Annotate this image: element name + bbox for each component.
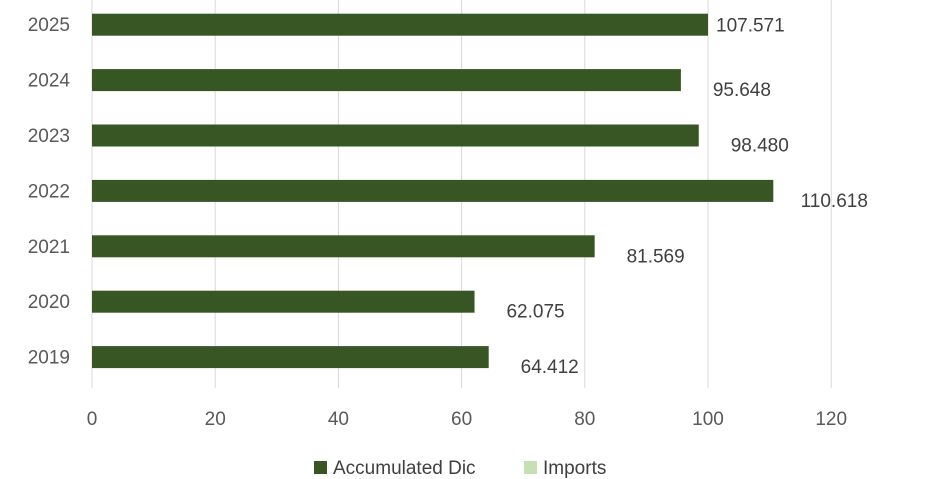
x-tick-label: 80 bbox=[574, 409, 595, 430]
category-labels: 2025 2024 2023 2022 2021 2020 2019 bbox=[28, 15, 71, 368]
data-label: 81.569 bbox=[627, 246, 685, 267]
x-tick-label: 60 bbox=[451, 409, 472, 430]
x-tick-label: 40 bbox=[328, 409, 349, 430]
category-label: 2022 bbox=[28, 181, 70, 202]
category-label: 2023 bbox=[28, 126, 70, 147]
legend-swatch bbox=[524, 461, 537, 474]
x-tick-label: 100 bbox=[692, 409, 724, 430]
data-labels: 107.571 95.648 98.480 110.618 81.569 62.075 64… bbox=[506, 16, 867, 378]
data-label: 95.648 bbox=[713, 80, 771, 101]
x-tick-label: 0 bbox=[87, 409, 98, 430]
value-axis-labels: 0 20 40 60 80 100 120 bbox=[87, 409, 847, 430]
legend: Accumulated Dic Imports bbox=[314, 458, 606, 479]
bar bbox=[92, 290, 475, 313]
bar bbox=[92, 235, 595, 258]
data-label: 107.571 bbox=[716, 16, 785, 37]
legend-swatch bbox=[314, 461, 327, 474]
category-label: 2021 bbox=[28, 237, 70, 258]
bar bbox=[92, 179, 774, 202]
bar bbox=[92, 346, 489, 369]
bar bbox=[92, 69, 681, 92]
bar bbox=[92, 124, 699, 147]
category-label: 2019 bbox=[28, 348, 70, 369]
data-label: 110.618 bbox=[801, 191, 868, 212]
legend-label: Accumulated Dic bbox=[333, 458, 476, 479]
category-label: 2025 bbox=[28, 15, 70, 36]
category-label: 2020 bbox=[28, 292, 70, 313]
bars bbox=[92, 13, 774, 369]
data-label: 64.412 bbox=[521, 357, 579, 378]
legend-label: Imports bbox=[543, 458, 606, 479]
x-tick-label: 20 bbox=[205, 409, 226, 430]
category-label: 2024 bbox=[28, 71, 71, 92]
data-label: 98.480 bbox=[731, 136, 789, 157]
data-label: 62.075 bbox=[506, 302, 564, 323]
bar bbox=[92, 13, 708, 36]
x-tick-label: 120 bbox=[815, 409, 847, 430]
